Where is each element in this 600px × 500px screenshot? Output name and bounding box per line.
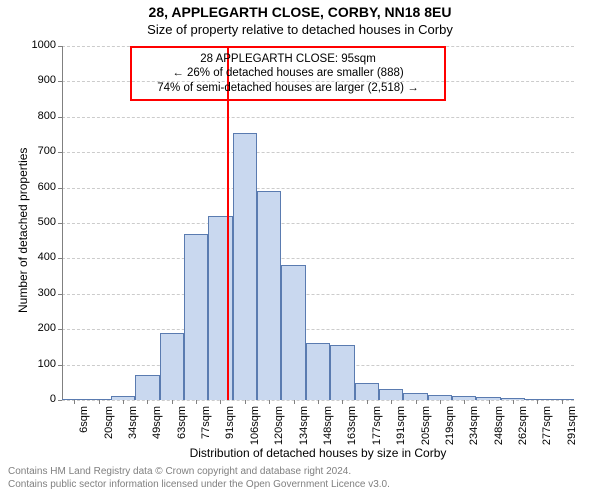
histogram-bar [330,345,354,400]
x-tick-mark [537,400,538,404]
annotation-line-1: 28 APPLEGARTH CLOSE: 95sqm [138,52,438,66]
annotation-line-3: 74% of semi-detached houses are larger (… [138,81,438,95]
y-tick-mark [58,258,62,259]
y-tick-mark [58,117,62,118]
x-tick-label: 77sqm [200,406,212,466]
grid-line [62,152,574,153]
y-tick-label: 0 [20,393,56,405]
x-tick-label: 262sqm [517,406,529,466]
x-tick-mark [489,400,490,404]
annotation-line-2: ← 26% of detached houses are smaller (88… [138,66,438,80]
x-tick-mark [123,400,124,404]
y-tick-label: 600 [20,181,56,193]
x-tick-mark [440,400,441,404]
x-tick-mark [99,400,100,404]
y-tick-mark [58,188,62,189]
histogram-bar [160,333,184,400]
y-tick-mark [58,294,62,295]
y-tick-label: 700 [20,145,56,157]
x-tick-label: 6sqm [78,406,90,466]
footer-line-2: Contains public sector information licen… [8,479,390,492]
x-tick-label: 177sqm [371,406,383,466]
x-tick-label: 91sqm [224,406,236,466]
histogram-bar [403,393,427,400]
chart-subtitle: Size of property relative to detached ho… [0,22,600,37]
histogram-bar [281,265,305,400]
histogram-bar [306,343,330,400]
histogram-bar [135,375,159,400]
chart-container: 28, APPLEGARTH CLOSE, CORBY, NN18 8EU Si… [0,0,600,500]
histogram-bar [233,133,257,400]
y-tick-label: 400 [20,251,56,263]
x-tick-mark [342,400,343,404]
y-tick-mark [58,223,62,224]
x-tick-mark [74,400,75,404]
x-tick-label: 49sqm [151,406,163,466]
y-tick-mark [58,81,62,82]
histogram-bar [184,234,208,400]
x-tick-mark [294,400,295,404]
grid-line [62,188,574,189]
x-tick-label: 219sqm [444,406,456,466]
x-tick-label: 120sqm [273,406,285,466]
x-tick-label: 277sqm [541,406,553,466]
x-tick-label: 163sqm [346,406,358,466]
histogram-bar [257,191,281,400]
x-tick-label: 20sqm [103,406,115,466]
x-tick-label: 191sqm [395,406,407,466]
x-tick-mark [562,400,563,404]
x-tick-label: 106sqm [249,406,261,466]
y-tick-mark [58,400,62,401]
x-tick-label: 248sqm [493,406,505,466]
x-tick-label: 291sqm [566,406,578,466]
grid-line [62,117,574,118]
y-tick-label: 800 [20,110,56,122]
grid-line [62,258,574,259]
y-tick-mark [58,152,62,153]
x-tick-mark [220,400,221,404]
y-tick-label: 100 [20,358,56,370]
y-tick-label: 1000 [20,39,56,51]
y-tick-mark [58,329,62,330]
x-tick-mark [269,400,270,404]
x-tick-mark [391,400,392,404]
x-tick-label: 148sqm [322,406,334,466]
y-tick-mark [58,365,62,366]
footer-line-1: Contains HM Land Registry data © Crown c… [8,466,390,479]
y-tick-label: 200 [20,322,56,334]
x-tick-mark [367,400,368,404]
x-tick-mark [513,400,514,404]
annotation-box: 28 APPLEGARTH CLOSE: 95sqm ← 26% of deta… [130,46,446,101]
y-tick-label: 500 [20,216,56,228]
y-tick-label: 300 [20,287,56,299]
grid-line [62,329,574,330]
x-tick-label: 63sqm [176,406,188,466]
y-tick-mark [58,46,62,47]
footer-attribution: Contains HM Land Registry data © Crown c… [8,466,390,491]
x-tick-mark [172,400,173,404]
grid-line [62,223,574,224]
x-tick-mark [318,400,319,404]
x-tick-label: 34sqm [127,406,139,466]
x-tick-mark [416,400,417,404]
histogram-bar [355,383,379,400]
histogram-bar [208,216,232,400]
x-tick-mark [147,400,148,404]
x-tick-label: 234sqm [468,406,480,466]
x-tick-label: 134sqm [298,406,310,466]
chart-title: 28, APPLEGARTH CLOSE, CORBY, NN18 8EU [0,4,600,20]
x-tick-mark [464,400,465,404]
histogram-bar [379,389,403,400]
grid-line [62,294,574,295]
y-axis-line [62,46,63,400]
x-tick-mark [245,400,246,404]
x-tick-mark [196,400,197,404]
x-tick-label: 205sqm [420,406,432,466]
y-tick-label: 900 [20,74,56,86]
